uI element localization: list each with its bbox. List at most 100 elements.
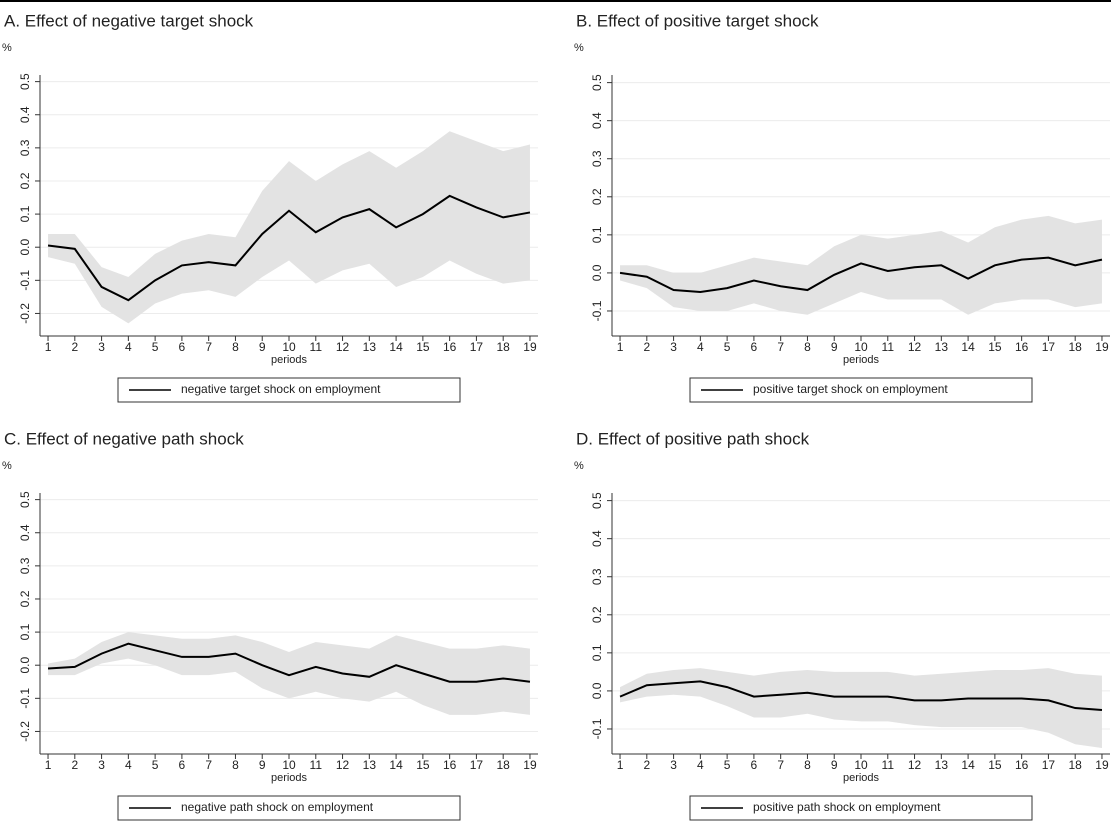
x-axis-label: periods <box>843 354 880 366</box>
y-tick-label: 0.2 <box>590 606 604 623</box>
y-axis-label: % <box>2 460 12 472</box>
x-tick-label: 15 <box>416 758 430 772</box>
x-tick-label: 11 <box>310 340 323 354</box>
x-tick-label: 8 <box>232 758 239 772</box>
legend-label: positive path shock on employment <box>753 800 941 814</box>
x-tick-label: 5 <box>152 758 159 772</box>
y-tick-label: 0.0 <box>590 682 604 699</box>
x-tick-label: 6 <box>751 758 758 772</box>
confidence-band <box>620 668 1102 748</box>
legend-box <box>689 377 1033 403</box>
x-tick-label: 9 <box>259 340 266 354</box>
x-tick-label: 7 <box>205 758 212 772</box>
x-tick-label: 19 <box>1095 758 1109 772</box>
x-tick-label: 13 <box>935 340 949 354</box>
x-tick-label: 2 <box>71 340 78 354</box>
x-tick-label: 16 <box>1015 340 1029 354</box>
y-tick-label: 0.0 <box>18 239 32 256</box>
x-tick-label: 18 <box>497 758 511 772</box>
panel-title: C. Effect of negative path shock <box>4 429 244 448</box>
y-tick-label: 0.3 <box>18 557 32 574</box>
x-tick-label: 15 <box>988 340 1002 354</box>
legend-label: negative target shock on employment <box>181 382 381 396</box>
x-tick-label: 12 <box>908 758 922 772</box>
x-tick-label: 8 <box>232 340 239 354</box>
x-tick-label: 17 <box>1042 340 1056 354</box>
y-tick-label: 0.2 <box>590 188 604 205</box>
y-tick-label: 0.3 <box>590 150 604 167</box>
x-tick-label: 17 <box>1042 758 1056 772</box>
y-tick-label: 0.5 <box>18 73 32 90</box>
y-tick-label: -0.1 <box>590 300 604 321</box>
series-line <box>619 680 1103 711</box>
y-tick-label: 0.2 <box>18 590 32 607</box>
y-tick-label: 0.1 <box>18 623 32 640</box>
x-tick-label: 12 <box>336 758 350 772</box>
y-axis-label: % <box>574 460 584 472</box>
panel-title: D. Effect of positive path shock <box>576 429 810 448</box>
y-axis-label: % <box>2 42 12 54</box>
x-tick-label: 1 <box>617 340 624 354</box>
y-tick-label: 0.2 <box>18 172 32 189</box>
x-axis-label: periods <box>271 354 308 366</box>
x-tick-label: 8 <box>804 340 811 354</box>
x-tick-label: 7 <box>205 340 212 354</box>
x-tick-label: 1 <box>45 758 52 772</box>
x-tick-label: 18 <box>1069 340 1083 354</box>
x-tick-label: 1 <box>617 758 624 772</box>
x-tick-label: 6 <box>179 758 186 772</box>
x-tick-label: 11 <box>882 340 895 354</box>
x-tick-label: 11 <box>310 758 323 772</box>
y-tick-label: 0.1 <box>590 644 604 661</box>
x-tick-label: 3 <box>98 340 105 354</box>
y-tick-label: 0.1 <box>18 205 32 222</box>
x-tick-label: 5 <box>724 758 731 772</box>
x-tick-label: 7 <box>777 340 784 354</box>
x-tick-label: 4 <box>125 758 132 772</box>
x-tick-label: 6 <box>751 340 758 354</box>
panel-title: B. Effect of positive target shock <box>576 11 819 30</box>
x-tick-label: 10 <box>854 758 868 772</box>
x-tick-label: 16 <box>1015 758 1029 772</box>
x-tick-label: 3 <box>98 758 105 772</box>
x-tick-label: 17 <box>470 758 484 772</box>
y-tick-label: 0.5 <box>590 74 604 91</box>
x-tick-label: 19 <box>523 758 537 772</box>
x-tick-label: 11 <box>882 758 895 772</box>
x-tick-label: 9 <box>831 758 838 772</box>
y-tick-label: -0.2 <box>18 721 32 742</box>
y-tick-label: 0.5 <box>18 491 32 508</box>
x-tick-label: 13 <box>363 340 377 354</box>
confidence-band <box>620 215 1102 315</box>
x-axis-label: periods <box>843 772 880 784</box>
legend-box <box>117 377 461 403</box>
x-tick-label: 14 <box>389 340 403 354</box>
x-tick-label: 15 <box>988 758 1002 772</box>
series-line <box>619 256 1103 293</box>
y-axis-label: % <box>574 42 584 54</box>
legend-box <box>117 795 461 821</box>
y-tick-label: 0.0 <box>18 657 32 674</box>
x-tick-label: 14 <box>389 758 403 772</box>
x-tick-label: 10 <box>282 340 296 354</box>
confidence-band <box>48 632 530 715</box>
x-tick-label: 3 <box>670 758 677 772</box>
x-tick-label: 16 <box>443 758 457 772</box>
x-tick-label: 13 <box>935 758 949 772</box>
y-tick-label: 0.0 <box>590 264 604 281</box>
x-tick-label: 18 <box>1069 758 1083 772</box>
x-tick-label: 7 <box>777 758 784 772</box>
series-line <box>47 194 531 302</box>
x-tick-label: 3 <box>670 340 677 354</box>
x-tick-label: 19 <box>523 340 537 354</box>
x-tick-label: 2 <box>71 758 78 772</box>
x-tick-label: 4 <box>125 340 132 354</box>
x-tick-label: 4 <box>697 758 704 772</box>
legend-label: negative path shock on employment <box>181 800 374 814</box>
legend-label: positive target shock on employment <box>753 382 948 396</box>
x-tick-label: 9 <box>259 758 266 772</box>
x-tick-label: 2 <box>643 758 650 772</box>
x-tick-label: 17 <box>470 340 484 354</box>
x-tick-label: 4 <box>697 340 704 354</box>
